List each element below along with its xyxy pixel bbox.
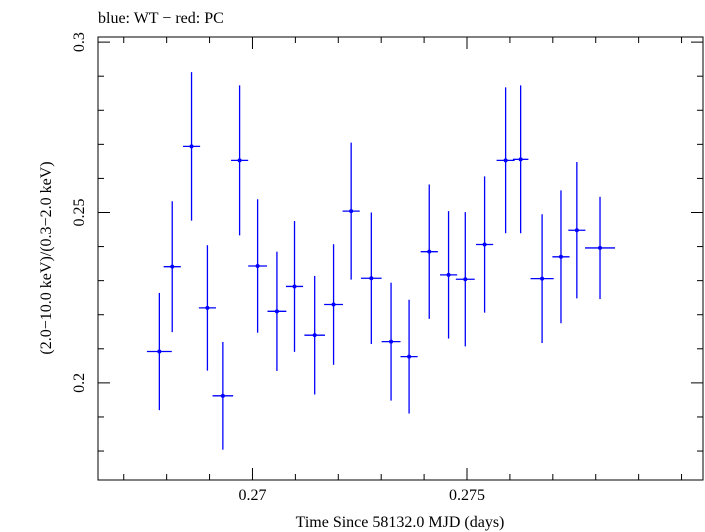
- x-tick-label: 0.27: [238, 487, 266, 504]
- point-marker: [389, 339, 394, 344]
- data-layer: [146, 72, 616, 450]
- point-marker: [255, 263, 260, 268]
- point-marker: [205, 305, 210, 310]
- x-axis-label: Time Since 58132.0 MJD (days): [296, 514, 505, 531]
- point-marker: [312, 333, 317, 338]
- data-point: [324, 244, 344, 365]
- data-point: [530, 214, 554, 344]
- plot-frame: [97, 36, 704, 481]
- point-marker: [574, 228, 579, 233]
- data-point: [248, 199, 268, 333]
- y-tick-label: 0.3: [71, 32, 88, 52]
- point-marker: [189, 144, 194, 149]
- point-marker: [482, 242, 487, 247]
- point-marker: [407, 354, 412, 359]
- data-point: [420, 184, 438, 319]
- data-point: [163, 201, 181, 333]
- point-marker: [598, 245, 603, 250]
- data-point: [439, 211, 458, 339]
- data-point: [585, 196, 616, 300]
- point-marker: [558, 254, 563, 259]
- y-tick-label: 0.25: [71, 198, 88, 226]
- data-point: [455, 212, 475, 347]
- data-point: [361, 212, 382, 345]
- chart-title: blue: WT − red: PC: [98, 10, 224, 27]
- data-point: [342, 142, 360, 280]
- data-point: [212, 341, 234, 450]
- point-marker: [331, 302, 336, 307]
- point-marker: [157, 349, 162, 354]
- point-marker: [170, 264, 175, 269]
- data-point: [400, 299, 418, 414]
- data-point: [146, 292, 172, 411]
- data-point: [304, 275, 325, 395]
- axis-tick-labels: 0.27 0.275 0.2 0.25 0.3: [71, 32, 485, 504]
- point-marker: [518, 157, 523, 162]
- data-point: [381, 282, 401, 401]
- data-point: [198, 245, 216, 371]
- data-point: [182, 72, 201, 221]
- point-marker: [463, 277, 468, 282]
- point-marker: [446, 272, 451, 277]
- data-point: [552, 190, 570, 324]
- data-point: [568, 162, 586, 299]
- point-marker: [540, 276, 545, 281]
- axis-ticks: [98, 37, 703, 480]
- y-axis-label: (2.0−10.0 keV)/(0.3−2.0 keV): [38, 161, 55, 354]
- point-marker: [292, 284, 297, 289]
- x-tick-label: 0.275: [449, 487, 485, 504]
- data-point: [476, 176, 494, 313]
- point-marker: [274, 309, 279, 314]
- point-marker: [503, 158, 508, 163]
- data-point: [285, 221, 304, 352]
- point-marker: [427, 249, 432, 254]
- data-point: [496, 87, 515, 234]
- y-tick-label: 0.2: [71, 373, 88, 393]
- data-point: [231, 85, 249, 236]
- point-marker: [349, 209, 354, 214]
- data-point: [512, 85, 529, 234]
- data-point: [267, 251, 287, 371]
- point-marker: [237, 158, 242, 163]
- point-marker: [369, 276, 374, 281]
- point-marker: [220, 393, 225, 398]
